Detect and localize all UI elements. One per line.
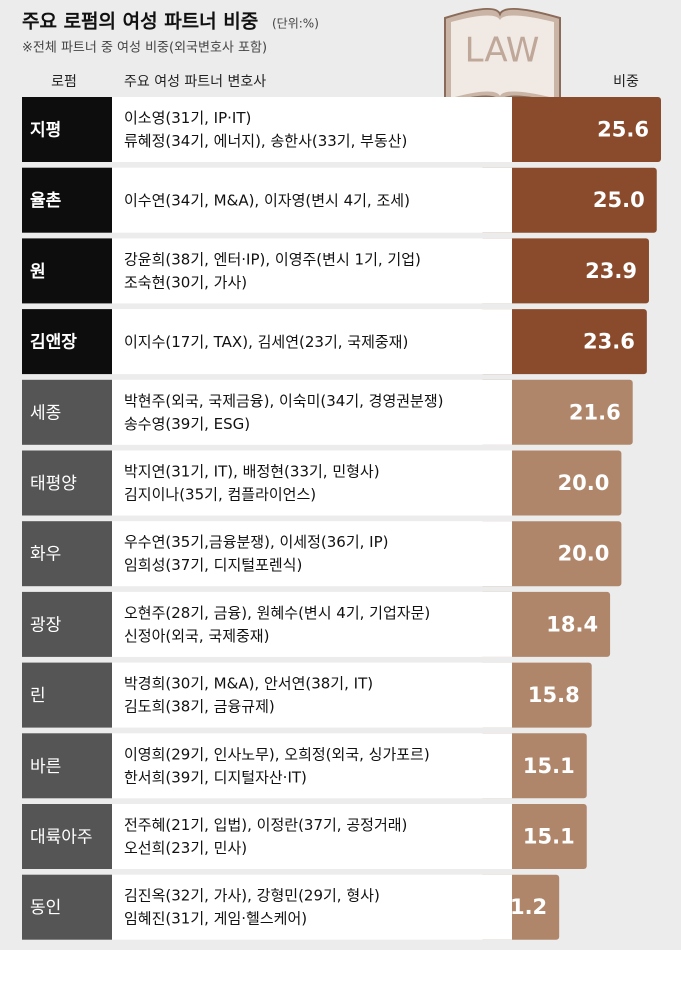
partner-text: 이영희(29기, 인사노무), 오희정(외국, 싱가포르) bbox=[124, 745, 430, 763]
book-icon: LAW bbox=[444, 7, 561, 106]
partner-text: 송수영(39기, ESG) bbox=[124, 415, 250, 433]
partner-cell bbox=[112, 733, 512, 799]
firm-box bbox=[22, 379, 112, 445]
bar bbox=[480, 521, 622, 587]
value-label: 15.1 bbox=[523, 825, 575, 849]
icon-label: LAW bbox=[465, 31, 540, 71]
value-label: 23.6 bbox=[583, 330, 635, 354]
chart-title: 주요 로펌의 여성 파트너 비중 bbox=[22, 11, 258, 33]
firm-box bbox=[22, 521, 112, 587]
partner-text: 이수연(34기, M&A), 이자영(변시 4기, 조세) bbox=[124, 192, 410, 210]
value-label: 15.1 bbox=[523, 754, 575, 778]
firm-box bbox=[22, 804, 112, 869]
value-label: 25.6 bbox=[597, 118, 649, 142]
partner-cell bbox=[112, 804, 512, 869]
bar bbox=[480, 238, 649, 304]
firm-box bbox=[22, 238, 112, 304]
value-label: 20.0 bbox=[558, 471, 610, 495]
firm-name: 화우 bbox=[30, 545, 61, 565]
partner-text: 오현주(28기, 금융), 원혜수(변시 4기, 기업자문) bbox=[124, 604, 430, 622]
partner-cell bbox=[112, 591, 512, 657]
unit: (단위:%) bbox=[272, 17, 319, 31]
firm-name: 대륙아주 bbox=[30, 828, 93, 848]
partner-cell bbox=[112, 874, 512, 940]
partner-cell bbox=[112, 97, 512, 162]
partner-text: 김진옥(32기, 가사), 강형민(29기, 형사) bbox=[124, 887, 380, 905]
firm-name: 동인 bbox=[30, 898, 61, 918]
partner-cell bbox=[112, 450, 512, 516]
partner-text: 이소영(31기, IP·IT) bbox=[124, 109, 251, 127]
partner-text: 류혜정(34기, 에너지), 송한사(33기, 부동산) bbox=[124, 132, 407, 150]
firm-name: 린 bbox=[30, 686, 46, 706]
column-header: 주요 여성 파트너 변호사 bbox=[124, 74, 266, 90]
firm-name: 바른 bbox=[30, 757, 61, 777]
bar bbox=[480, 167, 657, 233]
firm-box bbox=[22, 733, 112, 799]
partner-text: 김도희(38기, 금융규제) bbox=[124, 698, 275, 716]
firm-name: 율촌 bbox=[30, 191, 62, 211]
firm-name: 원 bbox=[30, 262, 46, 282]
firm-box bbox=[22, 874, 112, 940]
bar bbox=[480, 379, 633, 445]
firm-box bbox=[22, 97, 112, 162]
bar bbox=[480, 97, 661, 162]
firm-box bbox=[22, 591, 112, 657]
value-label: 21.6 bbox=[569, 400, 621, 424]
partner-text: 조숙현(30기, 가사) bbox=[124, 273, 247, 291]
bar bbox=[480, 309, 647, 375]
value-label: 25.0 bbox=[593, 188, 645, 212]
firm-name: 지평 bbox=[30, 121, 61, 141]
column-header: 로펌 bbox=[51, 74, 77, 90]
partner-text: 박현주(외국, 국제금융), 이숙미(34기, 경영권분쟁) bbox=[124, 392, 444, 410]
firm-box bbox=[22, 450, 112, 516]
partner-cell bbox=[112, 238, 512, 304]
value-label: 15.8 bbox=[528, 683, 580, 707]
bar bbox=[480, 450, 622, 516]
partner-text: 강윤희(38기, 엔터·IP), 이영주(변시 1기, 기업) bbox=[124, 250, 421, 268]
partner-cell bbox=[112, 662, 512, 728]
partner-text: 박지연(31기, IT), 배정현(33기, 민형사) bbox=[124, 463, 380, 481]
partner-cell bbox=[112, 309, 512, 375]
column-header: 비중 bbox=[613, 74, 639, 90]
partner-cell bbox=[112, 521, 512, 587]
partner-text: 신정아(외국, 국제중재) bbox=[124, 627, 269, 645]
partner-text: 전주혜(21기, 입법), 이정란(37기, 공정거래) bbox=[124, 816, 407, 834]
firm-box bbox=[22, 167, 112, 233]
firm-box bbox=[22, 662, 112, 728]
partner-text: 한서희(39기, 디지털자산·IT) bbox=[124, 768, 307, 786]
partner-text: 박경희(30기, M&A), 안서연(38기, IT) bbox=[124, 675, 373, 693]
firm-name: 태평양 bbox=[30, 474, 77, 494]
partner-cell bbox=[112, 379, 512, 445]
firm-name: 김앤장 bbox=[30, 333, 77, 353]
partner-text: 이지수(17기, TAX), 김세연(23기, 국제중재) bbox=[124, 333, 408, 351]
partner-text: 임혜진(31기, 게임·헬스케어) bbox=[124, 910, 307, 928]
bar bbox=[480, 591, 611, 657]
firm-box bbox=[22, 309, 112, 375]
firm-name: 세종 bbox=[30, 403, 61, 423]
partner-cell bbox=[112, 167, 512, 233]
subtitle: ※전체 파트너 중 여성 비중(외국변호사 포함) bbox=[22, 41, 267, 56]
partner-text: 김지이나(35기, 컴플라이언스) bbox=[124, 486, 316, 504]
value-label: 20.0 bbox=[558, 542, 610, 566]
partner-text: 우수연(35기,금융분쟁), 이세정(36기, IP) bbox=[124, 533, 389, 551]
firm-name: 광장 bbox=[30, 615, 62, 635]
partner-text: 임희성(37기, 디지털포렌식) bbox=[124, 556, 302, 574]
value-label: 23.9 bbox=[585, 259, 637, 283]
value-label: 18.4 bbox=[546, 612, 598, 636]
partner-text: 오선희(23기, 민사) bbox=[124, 839, 247, 857]
